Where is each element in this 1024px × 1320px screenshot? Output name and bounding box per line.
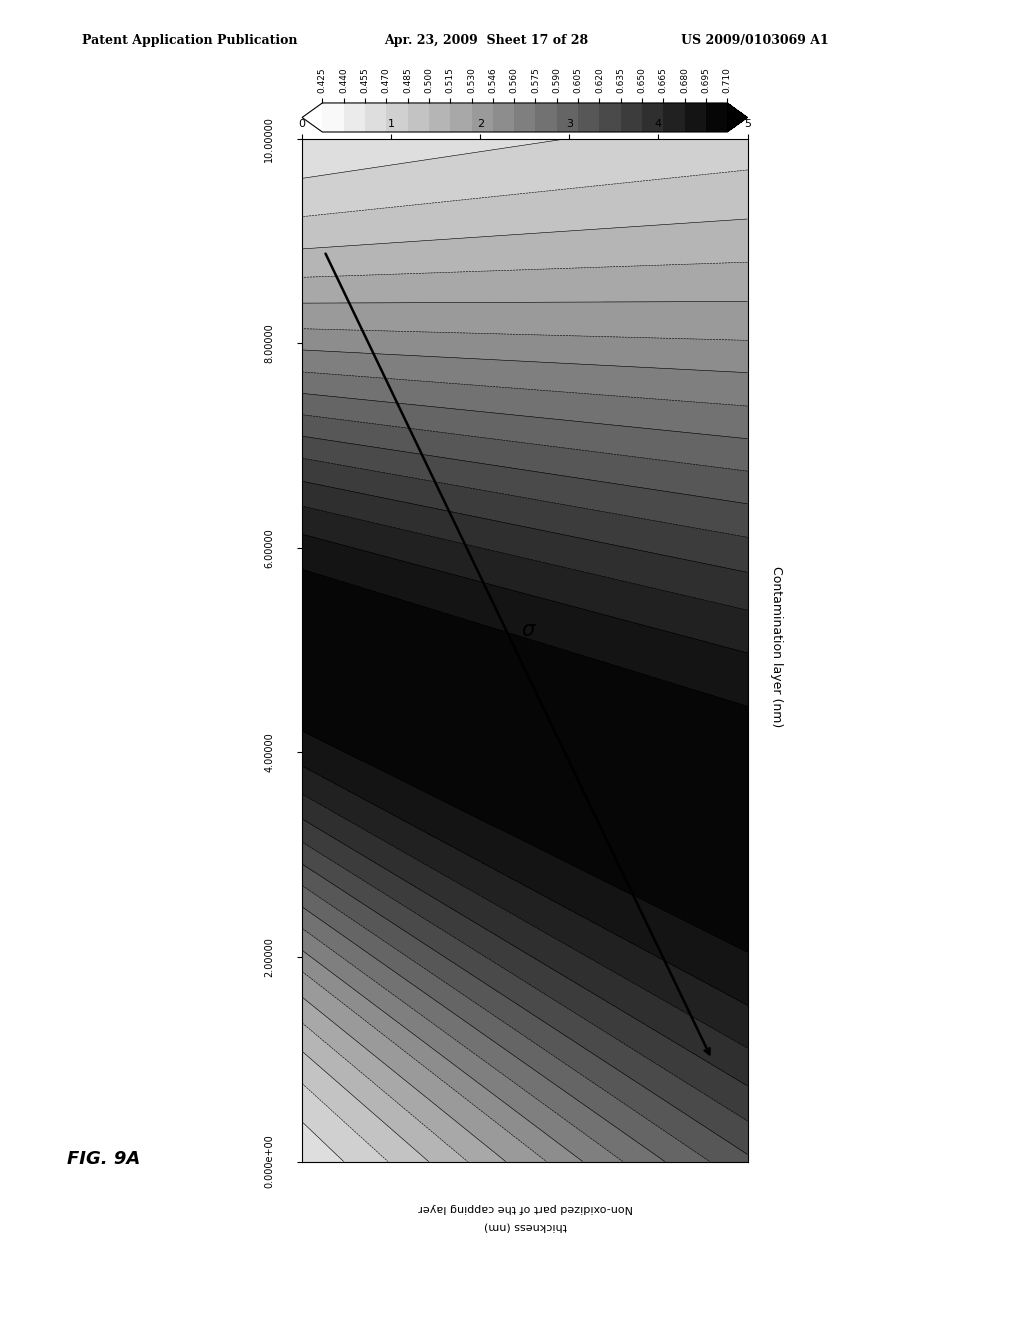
Text: Non-oxidized part of the capping layer: Non-oxidized part of the capping layer [418,1203,633,1213]
PathPatch shape [302,103,323,132]
Text: FIG. 9A: FIG. 9A [67,1150,140,1168]
Text: thickness (nm): thickness (nm) [483,1221,567,1232]
Text: $\sigma$: $\sigma$ [521,619,538,640]
Text: US 2009/0103069 A1: US 2009/0103069 A1 [681,33,828,46]
Text: Apr. 23, 2009  Sheet 17 of 28: Apr. 23, 2009 Sheet 17 of 28 [384,33,588,46]
PathPatch shape [727,103,748,132]
Text: Patent Application Publication: Patent Application Publication [82,33,297,46]
Text: Contamination layer (nm): Contamination layer (nm) [770,566,782,727]
